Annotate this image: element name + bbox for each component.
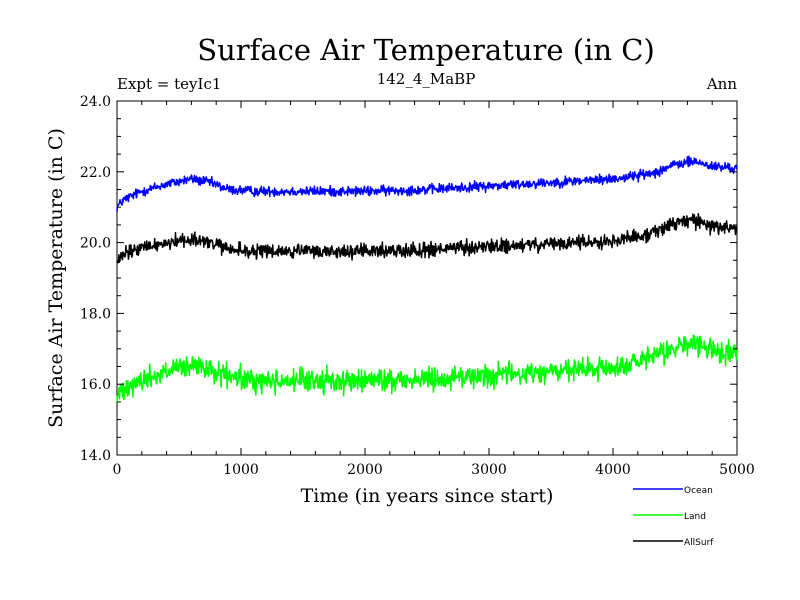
y-tick-label: 14.0 <box>80 448 111 464</box>
x-tick-label: 5000 <box>719 462 755 478</box>
x-tick-label: 3000 <box>471 462 507 478</box>
season-label: Ann <box>706 75 737 93</box>
plot-frame <box>116 100 738 456</box>
y-axis-ticks: 14.0 16.0 18.0 20.0 22.0 24.0 <box>80 94 737 464</box>
y-tick-label: 18.0 <box>80 306 111 322</box>
x-tick-label: 2000 <box>347 462 383 478</box>
chart-title: Surface Air Temperature (in C) <box>197 33 655 67</box>
series-line-ocean <box>116 155 738 212</box>
plot-area: 0 1000 2000 3000 4000 5000 14.0 16.0 18.0 20.0 22… <box>80 94 755 478</box>
period-label: 142_4_MaBP <box>377 70 476 88</box>
y-tick-label: 24.0 <box>80 94 111 110</box>
y-axis-label: Surface Air Temperature (in C) <box>45 128 67 428</box>
legend-label-ocean: Ocean <box>684 486 713 496</box>
y-tick-label: 16.0 <box>80 377 111 393</box>
x-tick-label: 1000 <box>223 462 259 478</box>
x-axis-label: Time (in years since start) <box>301 485 554 507</box>
legend-label-allsurf: AllSurf <box>684 538 714 548</box>
experiment-label: Expt = teyIc1 <box>117 75 221 93</box>
x-axis-ticks: 0 1000 2000 3000 4000 5000 <box>113 101 755 478</box>
x-tick-label: 4000 <box>595 462 631 478</box>
x-tick-label: 0 <box>113 462 122 478</box>
legend-label-land: Land <box>684 512 706 522</box>
y-tick-label: 20.0 <box>80 236 111 252</box>
y-tick-label: 22.0 <box>80 165 111 181</box>
series-layer <box>116 155 738 403</box>
series-line-land <box>116 334 738 403</box>
legend: Ocean Land AllSurf <box>633 486 714 548</box>
series-line-allsurf <box>116 212 738 264</box>
